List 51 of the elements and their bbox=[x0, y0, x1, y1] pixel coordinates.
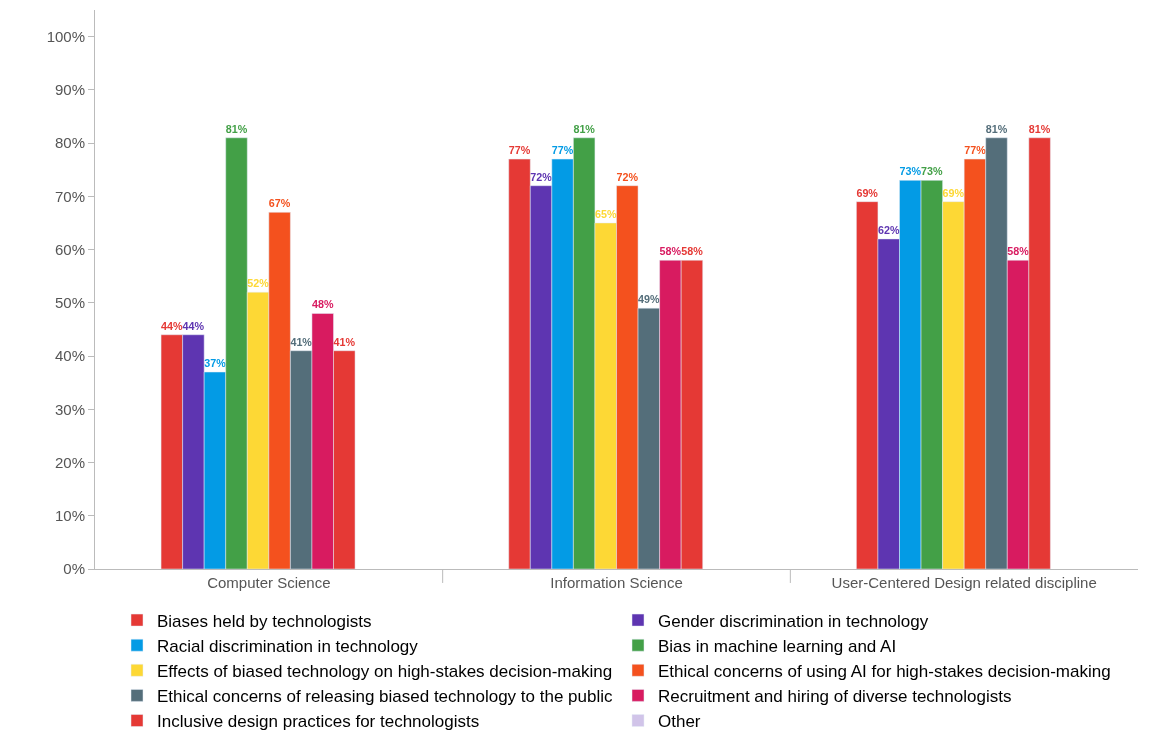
data-label: 72% bbox=[530, 170, 553, 183]
data-label: 49% bbox=[638, 293, 661, 306]
y-tick-label: 70% bbox=[54, 187, 85, 205]
data-label: 44% bbox=[161, 319, 184, 332]
data-label: 81% bbox=[573, 122, 596, 135]
y-tick-label: 30% bbox=[54, 400, 85, 418]
x-tick-label: Computer Science bbox=[207, 574, 331, 591]
y-tick-label: 60% bbox=[54, 240, 85, 258]
y-tick-label: 80% bbox=[54, 134, 85, 152]
legend-label: Gender discrimination in technology bbox=[658, 611, 929, 631]
y-tick-label: 90% bbox=[54, 81, 85, 99]
y-tick-label: 100% bbox=[46, 27, 85, 45]
legend-label: Effects of biased technology on high-stakes decision-making bbox=[157, 661, 613, 681]
x-tick-label: User-Centered Design related discipline bbox=[831, 574, 1097, 591]
data-label: 81% bbox=[1028, 122, 1051, 135]
data-label: 62% bbox=[877, 223, 900, 236]
data-label: 44% bbox=[182, 319, 205, 332]
y-tick-label: 40% bbox=[54, 347, 85, 365]
data-label: 73% bbox=[899, 165, 922, 178]
data-label: 73% bbox=[921, 165, 944, 178]
data-label: 41% bbox=[290, 335, 313, 348]
legend-label: Other bbox=[658, 712, 701, 732]
legend-label: Biases held by technologists bbox=[157, 611, 372, 631]
data-label: 77% bbox=[508, 144, 531, 157]
legend-label: Ethical concerns of releasing biased technology to the public bbox=[157, 687, 614, 707]
x-tick-label: Information Science bbox=[550, 574, 683, 591]
data-label: 81% bbox=[985, 122, 1008, 135]
data-label: 58% bbox=[681, 245, 704, 258]
data-label: 41% bbox=[333, 335, 356, 348]
y-tick-label: 20% bbox=[54, 453, 85, 471]
data-label: 67% bbox=[268, 197, 291, 210]
legend-label: Ethical concerns of using AI for high-stakes decision-making bbox=[658, 661, 1111, 681]
data-label: 69% bbox=[856, 186, 879, 199]
data-label: 77% bbox=[964, 144, 987, 157]
data-label: 52% bbox=[247, 277, 270, 290]
y-tick-label: 50% bbox=[54, 294, 85, 312]
legend-label: Recruitment and hiring of diverse technologists bbox=[658, 687, 1012, 707]
legend-label: Bias in machine learning and AI bbox=[658, 636, 897, 656]
data-label: 81% bbox=[225, 122, 248, 135]
data-label: 37% bbox=[204, 357, 227, 369]
y-tick-label: 0% bbox=[63, 560, 85, 578]
data-label: 48% bbox=[311, 298, 334, 311]
data-label: 58% bbox=[1007, 245, 1030, 258]
data-label: 72% bbox=[616, 170, 639, 183]
data-label: 77% bbox=[551, 144, 574, 157]
legend-label: Inclusive design practices for technologists bbox=[157, 712, 480, 732]
data-label: 58% bbox=[659, 245, 682, 258]
legend-label: Racial discrimination in technology bbox=[157, 636, 419, 656]
data-label: 65% bbox=[594, 207, 617, 220]
data-label: 69% bbox=[942, 186, 965, 199]
y-tick-label: 10% bbox=[54, 507, 85, 525]
